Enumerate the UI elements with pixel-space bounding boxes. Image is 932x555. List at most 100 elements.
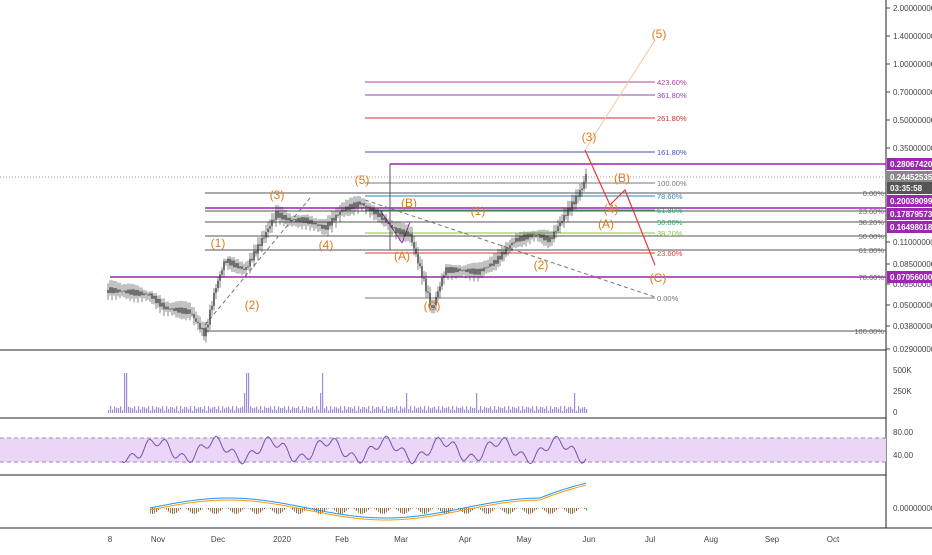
macd-histogram-bar xyxy=(238,508,239,513)
macd-histogram-bar xyxy=(552,508,553,513)
volume-bar xyxy=(284,406,285,413)
macd-histogram-bar xyxy=(198,508,199,512)
volume-bar xyxy=(310,408,311,413)
volume-tick-label: 500K xyxy=(893,366,912,375)
macd-histogram-bar xyxy=(294,508,295,512)
volume-bar xyxy=(554,407,555,413)
macd-histogram-bar xyxy=(390,508,391,509)
x-tick-label: Jun xyxy=(583,535,596,544)
volume-bar xyxy=(490,406,491,413)
volume-bar xyxy=(394,409,395,413)
volume-bar xyxy=(318,409,319,413)
candle-body xyxy=(281,213,282,220)
volume-bar xyxy=(336,407,337,413)
macd-histogram-bar xyxy=(428,508,429,512)
macd-histogram-bar xyxy=(332,508,333,509)
candle-body xyxy=(439,286,440,291)
candle-body xyxy=(129,290,130,295)
volume-bar xyxy=(504,406,505,413)
volume-bar xyxy=(338,408,339,413)
macd-histogram-bar xyxy=(264,508,265,509)
macd-histogram-bar xyxy=(564,508,565,510)
volume-bar xyxy=(170,407,171,413)
volume-bar xyxy=(312,406,313,413)
candle-body xyxy=(219,275,220,281)
volume-bar xyxy=(180,406,181,413)
volume-bar xyxy=(532,406,533,413)
candle-body xyxy=(265,232,266,238)
volume-bar xyxy=(110,406,111,413)
fib-ext-label: 78.60% xyxy=(657,192,683,201)
volume-bar xyxy=(252,408,253,413)
macd-histogram-bar xyxy=(574,508,575,513)
wave-label: (2) xyxy=(534,258,549,272)
candle-body xyxy=(123,291,124,292)
candle-body xyxy=(221,270,222,274)
volume-bar xyxy=(560,406,561,413)
macd-histogram-bar xyxy=(440,508,441,511)
volume-bar xyxy=(136,410,137,413)
volume-bar xyxy=(420,407,421,413)
macd-histogram-bar xyxy=(356,508,357,511)
volume-bar xyxy=(402,409,403,413)
macd-histogram-bar xyxy=(228,508,229,509)
volume-bar xyxy=(396,406,397,413)
volume-bar xyxy=(306,407,307,413)
volume-bar xyxy=(380,409,381,413)
candle-body xyxy=(293,219,294,220)
volume-bar xyxy=(526,407,527,413)
candle-body xyxy=(567,208,568,216)
volume-bar xyxy=(404,407,405,413)
candle-body xyxy=(529,234,530,238)
y-tick-label: 2.00000000 xyxy=(893,4,932,13)
wave-label: (4) xyxy=(604,202,619,216)
candle-body xyxy=(305,218,306,223)
volume-bar xyxy=(462,407,463,413)
candle-body xyxy=(319,225,320,226)
macd-histogram-bar xyxy=(514,508,515,510)
candle-body xyxy=(181,308,182,314)
candle-body xyxy=(323,225,324,229)
fib-ext-label: 61.80% xyxy=(657,206,683,215)
candle-body xyxy=(177,308,178,313)
volume-bar xyxy=(112,410,113,413)
y-tick-label: 0.11000000 xyxy=(893,238,932,247)
volume-bar xyxy=(142,407,143,413)
y-tick-label: 0.08500000 xyxy=(893,260,932,269)
volume-bar xyxy=(482,410,483,413)
candle-body xyxy=(463,270,464,271)
volume-bar xyxy=(208,406,209,413)
volume-bar xyxy=(572,409,573,413)
candle-body xyxy=(311,220,312,224)
volume-bar xyxy=(268,408,269,413)
macd-histogram-bar xyxy=(384,508,385,514)
y-tick-label: 0.05000000 xyxy=(893,301,932,310)
candle-body xyxy=(107,290,108,293)
volume-bar xyxy=(122,410,123,413)
candle-body xyxy=(111,287,112,293)
macd-histogram-bar xyxy=(426,508,427,514)
macd-histogram-bar xyxy=(192,508,193,514)
volume-bar xyxy=(328,410,329,413)
candle-body xyxy=(191,314,192,315)
macd-histogram-bar xyxy=(190,508,191,512)
volume-bar xyxy=(384,411,385,413)
volume-bar xyxy=(158,407,159,413)
wave-label: (A) xyxy=(394,249,410,263)
candle-body xyxy=(203,328,204,336)
candle-body xyxy=(185,308,186,314)
volume-bar xyxy=(494,406,495,413)
volume-bar xyxy=(290,410,291,413)
candle-body xyxy=(275,211,276,220)
macd-histogram-bar xyxy=(512,508,513,512)
candle-body xyxy=(533,234,534,235)
macd-histogram-bar xyxy=(354,508,355,509)
macd-histogram-bar xyxy=(452,508,453,510)
fib-ret-label: 78.60% xyxy=(859,273,885,282)
volume-bar xyxy=(508,406,509,413)
volume-bar xyxy=(500,408,501,413)
volume-bar xyxy=(410,406,411,413)
x-tick-label: Sep xyxy=(765,535,780,544)
candle-body xyxy=(251,259,252,261)
